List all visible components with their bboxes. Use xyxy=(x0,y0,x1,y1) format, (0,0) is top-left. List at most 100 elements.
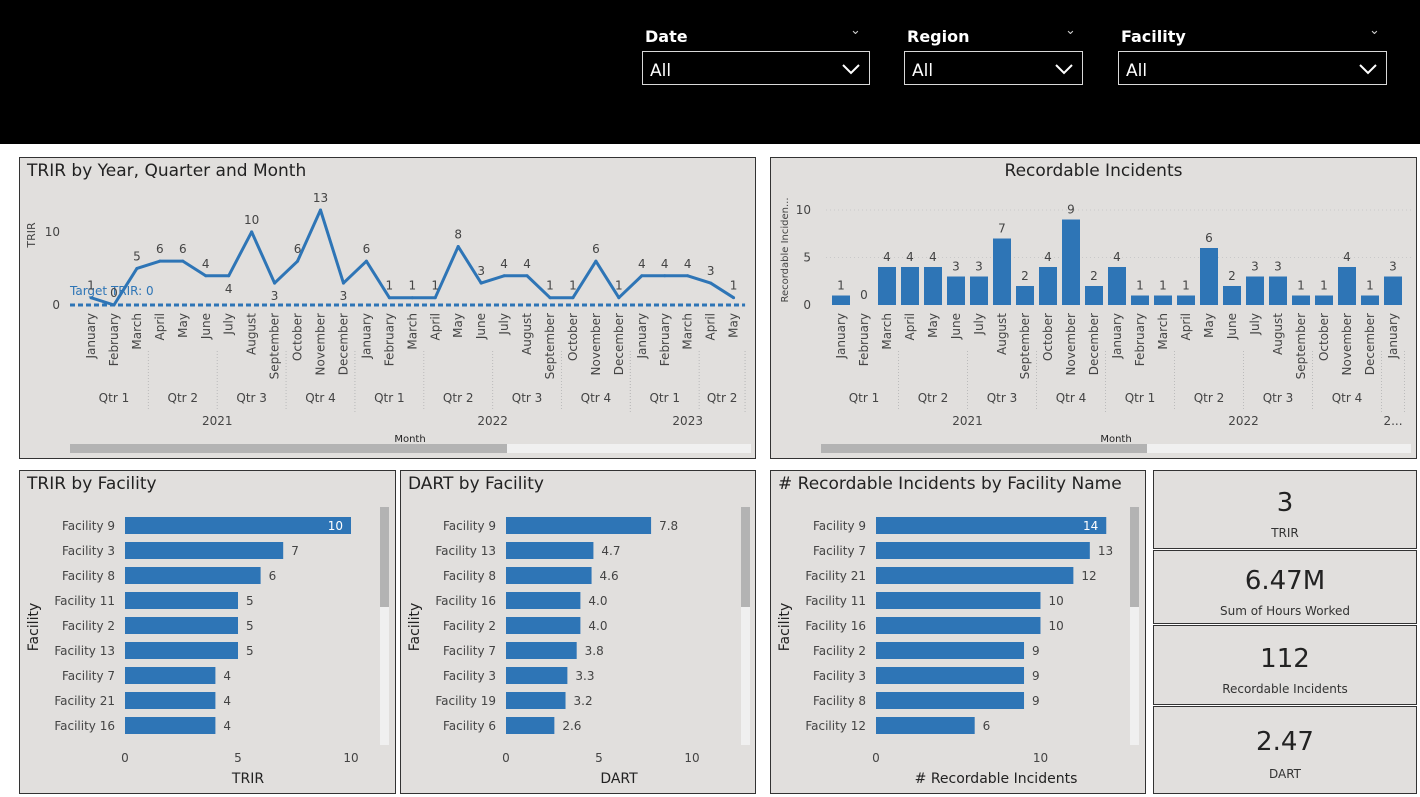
dart-facility-visual[interactable]: DART by Facility Facility Facility 9 7.8 Fa… xyxy=(400,470,756,794)
data-label: 10 xyxy=(1048,619,1063,633)
facility-bar xyxy=(125,692,216,709)
incident-bar xyxy=(878,267,896,305)
vertical-scrollbar-thumb xyxy=(380,507,389,607)
trir-point xyxy=(227,274,231,278)
data-label: 12 xyxy=(1081,569,1096,583)
trir-point xyxy=(617,296,621,300)
kpi-value: 112 xyxy=(1260,644,1310,674)
vertical-scrollbar-track xyxy=(380,507,389,745)
trir-point xyxy=(525,274,529,278)
x-tick-label: 10 xyxy=(1033,751,1048,765)
x-tick-label: May xyxy=(727,313,741,338)
data-label: 4 xyxy=(225,282,233,296)
incident-bar xyxy=(1108,267,1126,305)
data-label: 6 xyxy=(592,242,600,256)
trir-facility-title: TRIR by Facility xyxy=(27,474,157,494)
y-axis-title: Facility xyxy=(407,603,423,652)
kpi-card-dart[interactable]: 2.47 DART xyxy=(1153,706,1417,794)
trir-point xyxy=(135,266,139,270)
x-tick-label: October xyxy=(291,313,305,361)
date-slicer-label: Date xyxy=(645,27,688,46)
chevron-down-icon[interactable]: ⌄ xyxy=(850,23,861,38)
trir-trend-visual[interactable]: TRIR by Year, Quarter and Month TRIR 10 0 T… xyxy=(19,157,756,459)
facility-bar xyxy=(876,617,1041,634)
x-tick-label: April xyxy=(1179,313,1193,340)
facility-dropdown-value: All xyxy=(1126,61,1148,81)
trir-point xyxy=(548,296,552,300)
x-tick-label: 10 xyxy=(343,751,358,765)
x-tick-label: October xyxy=(1041,313,1055,361)
x-tick-label: October xyxy=(566,313,580,361)
x-tick-label: May xyxy=(1202,313,1216,338)
region-dropdown[interactable]: All xyxy=(904,51,1083,85)
data-label: 4 xyxy=(638,257,646,271)
quarter-label: Qtr 4 xyxy=(1332,391,1363,405)
x-tick-label: September xyxy=(1294,313,1308,379)
quarter-label: Qtr 3 xyxy=(512,391,543,405)
kpi-card-recordable-incidents[interactable]: 112 Recordable Incidents xyxy=(1153,625,1417,705)
category-label: Facility 7 xyxy=(62,669,115,683)
quarter-label: Qtr 1 xyxy=(374,391,405,405)
x-tick-label: July xyxy=(1248,313,1262,336)
facility-bar xyxy=(125,642,238,659)
data-label: 4 xyxy=(500,257,508,271)
kpi-value: 3 xyxy=(1276,488,1294,518)
x-tick-label: 5 xyxy=(595,751,603,765)
kpi-card-hours-worked[interactable]: 6.47M Sum of Hours Worked xyxy=(1153,550,1417,624)
facility-dropdown[interactable]: All xyxy=(1118,51,1387,85)
y-tick-label: 10 xyxy=(45,225,60,239)
trir-point xyxy=(364,259,368,263)
kpi-label: DART xyxy=(1268,767,1302,781)
kpi-value: 6.47M xyxy=(1244,566,1326,596)
chevron-down-icon[interactable]: ⌄ xyxy=(1369,23,1380,38)
x-tick-label: 0 xyxy=(502,751,510,765)
category-label: Facility 16 xyxy=(54,719,115,733)
trir-point xyxy=(663,274,667,278)
x-tick-label: 5 xyxy=(234,751,242,765)
quarter-label: Qtr 3 xyxy=(1263,391,1294,405)
trir-point xyxy=(709,281,713,285)
data-label: 13 xyxy=(1098,544,1113,558)
data-label: 3.2 xyxy=(574,694,593,708)
data-label: 4 xyxy=(223,694,231,708)
trir-point xyxy=(250,230,254,234)
data-label: 1 xyxy=(431,279,439,293)
data-label: 3 xyxy=(1251,260,1259,274)
incidents-facility-visual[interactable]: # Recordable Incidents by Facility Name … xyxy=(770,470,1146,794)
x-tick-label: August xyxy=(995,313,1009,355)
horizontal-scrollbar-thumb xyxy=(821,444,1147,453)
trir-facility-visual[interactable]: TRIR by Facility Facility Facility 9 10 Fac… xyxy=(19,470,396,794)
chevron-down-icon[interactable]: ⌄ xyxy=(1065,23,1076,38)
date-dropdown-value: All xyxy=(650,61,672,81)
kpi-label: TRIR xyxy=(1271,526,1299,540)
data-label: 6 xyxy=(269,569,277,583)
data-label: 1 xyxy=(386,279,394,293)
facility-bar xyxy=(125,567,261,584)
data-label: 3 xyxy=(707,264,715,278)
dart-facility-title: DART by Facility xyxy=(408,474,544,494)
incident-bar xyxy=(1016,286,1034,305)
category-label: Facility 13 xyxy=(435,544,496,558)
trir-point xyxy=(502,274,506,278)
x-tick-label: March xyxy=(681,313,695,350)
data-label: 6 xyxy=(983,719,991,733)
year-label: 2... xyxy=(1383,414,1402,428)
x-tick-label: August xyxy=(245,313,259,355)
region-slicer-label: Region xyxy=(907,27,970,46)
data-label: 1 xyxy=(1320,279,1328,293)
data-label: 0 xyxy=(860,288,868,302)
data-label: 1 xyxy=(87,279,95,293)
date-dropdown[interactable]: All xyxy=(642,51,870,85)
data-label: 4.6 xyxy=(600,569,619,583)
kpi-card-trir[interactable]: 3 TRIR xyxy=(1153,470,1417,549)
target-label: Target TRIR: 0 xyxy=(69,284,154,298)
x-tick-label: March xyxy=(405,313,419,350)
x-tick-label: September xyxy=(1018,313,1032,379)
data-label: 4 xyxy=(223,719,231,733)
trir-point xyxy=(89,296,93,300)
incident-bar xyxy=(1338,267,1356,305)
recordable-incidents-visual[interactable]: Recordable Incidents Recordable Inciden.… xyxy=(770,157,1417,459)
data-label: 14 xyxy=(1083,519,1098,533)
data-label: 2 xyxy=(1090,269,1098,283)
